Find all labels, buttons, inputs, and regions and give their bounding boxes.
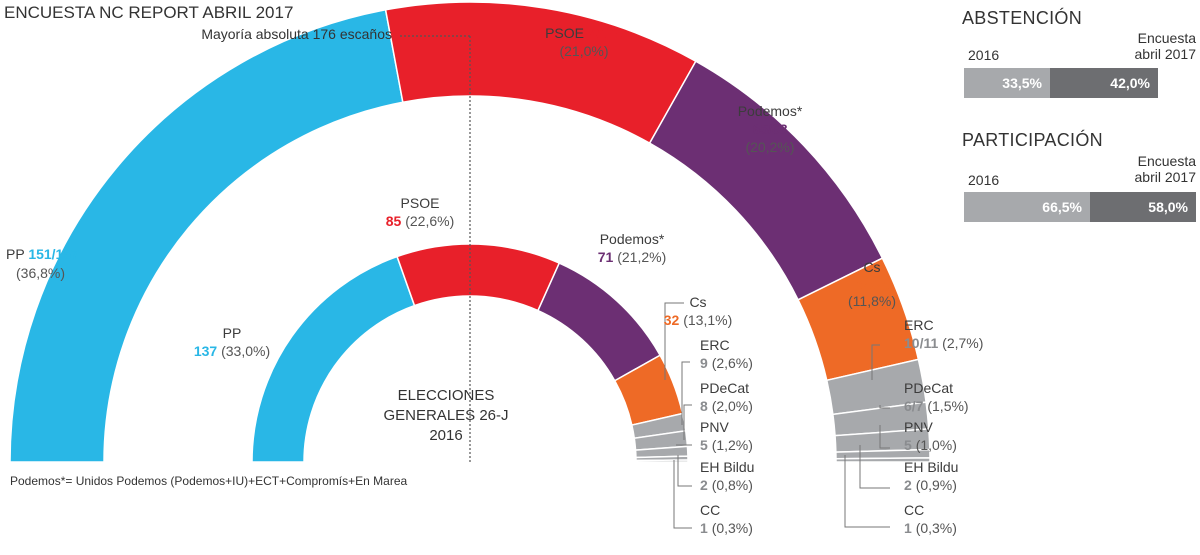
outer-label-eh-bildu-name: EH Bildu	[904, 459, 958, 475]
footnote: Podemos*= Unidos Podemos (Podemos+IU)+EC…	[10, 474, 408, 488]
inner-center-line-3: 2016	[429, 427, 462, 444]
inner-label-pnv-name: PNV	[700, 419, 729, 435]
outer-segment-podemos	[648, 60, 884, 301]
outer-label-cc-name: CC	[904, 502, 924, 518]
abstencion-2016-value: 33,5%	[1002, 75, 1042, 91]
inner-ring-seats	[251, 243, 689, 463]
inner-label-cc-value: 1 (0,3%)	[700, 520, 753, 536]
outer-label-cs-seats: 24/28	[854, 277, 889, 293]
outer-label-podemos-pct: (20,2%)	[745, 139, 794, 155]
inner-label-pp-value: 137 (33,0%)	[194, 343, 270, 359]
inner-label-podemos-name: Podemos*	[600, 231, 665, 247]
inner-label-pp-name: PP	[223, 325, 242, 341]
participacion-title: PARTICIPACIÓN	[962, 130, 1103, 150]
participacion-2016-label: 2016	[968, 172, 1000, 188]
inner-segment-podemos	[536, 262, 662, 382]
participacion-2017-bar: 58,0%	[1090, 192, 1196, 222]
inner-label-psoe-value: 85 (22,6%)	[386, 213, 455, 229]
outer-label-cc-value: 1 (0,3%)	[904, 520, 957, 536]
outer-leader-pnv	[879, 425, 890, 449]
outer-label-cs-name: Cs	[863, 259, 880, 275]
outer-label-erc-value: 10/11 (2,7%)	[904, 335, 983, 351]
abstencion-2017-value: 42,0%	[1110, 75, 1150, 91]
abstencion-2017-bar: 42,0%	[1050, 68, 1158, 98]
inner-segment-cc	[635, 459, 689, 463]
inner-label-cs-name: Cs	[689, 294, 706, 310]
party-labels: PP 151/157 (36,8%) PSOE 76/79 (21,0%) Podemo…	[6, 25, 983, 536]
outer-label-psoe-pct: (21,0%)	[559, 43, 608, 59]
outer-label-cs-pct: (11,8%)	[848, 293, 896, 309]
inner-segment-psoe	[396, 243, 561, 312]
inner-label-pnv-value: 5 (1,2%)	[700, 437, 753, 453]
outer-label-podemos-name: Podemos*	[738, 103, 803, 119]
outer-label-pp-pct: (36,8%)	[16, 265, 65, 281]
abstencion-2017-label-line2: abril 2017	[1134, 46, 1197, 62]
inner-center-line-2: GENERALES 26-J	[383, 407, 508, 424]
outer-label-podemos-seats: 65/68	[752, 121, 787, 137]
outer-leader-pdecat	[879, 405, 890, 409]
abstencion-2016-bar: 33,5%	[964, 68, 1050, 98]
outer-label-pdecat-name: PDeCat	[904, 380, 953, 396]
outer-segment-cc	[835, 457, 931, 463]
inner-label-pdecat-name: PDeCat	[700, 380, 749, 396]
outer-leader-ehbildu	[859, 445, 890, 489]
outer-label-pnv-name: PNV	[904, 419, 933, 435]
chart-title: ENCUESTA NC REPORT ABRIL 2017	[4, 3, 293, 22]
inner-leader-pdecat	[683, 404, 692, 440]
participacion-2017-value: 58,0%	[1148, 199, 1188, 215]
inner-leader-cc	[673, 460, 692, 529]
abstencion-title: ABSTENCIÓN	[962, 8, 1083, 28]
abstencion-2016-label: 2016	[968, 47, 1000, 63]
inner-label-cs-value: 32 (13,1%)	[664, 312, 733, 328]
outer-label-erc-name: ERC	[904, 317, 934, 333]
outer-leader-cc	[844, 455, 890, 528]
outer-segment-psoe	[384, 1, 697, 145]
participacion-2017-label: Encuesta abril 2017	[1098, 153, 1197, 185]
participacion-2016-bar: 66,5%	[964, 192, 1090, 222]
abstencion-2017-label-line1: Encuesta	[1137, 30, 1196, 46]
participacion-2017-label-line2: abril 2017	[1134, 169, 1197, 185]
inner-label-pdecat-value: 8 (2,0%)	[700, 398, 753, 414]
outer-ring-seats	[9, 1, 931, 463]
outer-label-pp-name: PP 151/157	[6, 246, 79, 262]
inner-label-psoe-name: PSOE	[401, 195, 440, 211]
inner-label-eh-bildu-value: 2 (0,8%)	[700, 477, 753, 493]
inner-leader-ehbildu	[677, 455, 692, 487]
label-leader-lines	[664, 302, 890, 529]
inner-leader-cs	[664, 302, 684, 380]
majority-label: Mayoría absoluta 176 escaños	[201, 26, 392, 42]
participacion-2017-label-line1: Encuesta	[1137, 153, 1196, 169]
outer-leader-erc	[871, 344, 880, 380]
inner-segment-pp	[251, 255, 416, 463]
inner-leader-erc	[681, 361, 690, 425]
outer-segment-pp	[9, 8, 404, 463]
inner-label-eh-bildu-name: EH Bildu	[700, 459, 754, 475]
outer-label-pdecat-value: 6/7 (1,5%)	[904, 398, 969, 414]
abstencion-2017-label: Encuesta abril 2017	[1098, 30, 1197, 62]
inner-center-line-1: ELECCIONES	[398, 387, 495, 404]
participacion-2016-value: 66,5%	[1042, 199, 1082, 215]
inner-label-erc-value: 9 (2,6%)	[700, 355, 753, 371]
inner-label-podemos-value: 71 (21,2%)	[598, 249, 667, 265]
inner-label-erc-name: ERC	[700, 337, 730, 353]
outer-label-psoe-name: PSOE 76/79	[545, 25, 623, 41]
inner-label-cc-name: CC	[700, 502, 720, 518]
outer-label-eh-bildu-value: 2 (0,9%)	[904, 477, 957, 493]
outer-label-pnv-value: 5 (1,0%)	[904, 437, 957, 453]
